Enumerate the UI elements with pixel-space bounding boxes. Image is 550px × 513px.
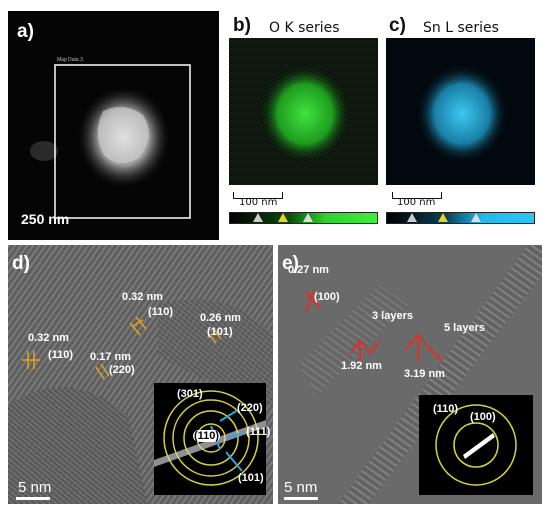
panel-c-colorbar xyxy=(386,212,535,224)
saed-label: (110) xyxy=(433,403,459,415)
panel-a: a) Map Data 3 250 nm xyxy=(8,11,219,240)
colorbar-marker-icon xyxy=(303,213,313,222)
panel-d-scale: 5 nm xyxy=(18,479,52,496)
plane-label: (110) xyxy=(48,349,74,361)
spacing-label: 0.32 nm xyxy=(28,332,69,344)
saed-label: (220) xyxy=(237,402,263,414)
colorbar-marker-icon xyxy=(253,213,263,222)
spacing-label: 0.26 nm xyxy=(200,312,241,324)
colorbar-marker-icon xyxy=(278,213,288,222)
colorbar-marker-icon xyxy=(438,213,448,222)
panel-d-scalebar xyxy=(16,497,50,500)
map-box-label: Map Data 3 xyxy=(57,57,83,63)
panel-b-map xyxy=(229,38,378,185)
plane-label: (101) xyxy=(207,326,233,338)
panel-e: e) 0.27 nm (100) 3 layers 5 layers 1.92 … xyxy=(278,245,542,504)
haadf-image xyxy=(30,64,191,219)
hrtem-image-e xyxy=(278,245,542,504)
spacing-label: 0.27 nm xyxy=(288,264,329,276)
panel-e-scale: 5 nm xyxy=(284,479,318,496)
spacing-label: 0.17 nm xyxy=(90,351,131,363)
panel-a-scale: 250 nm xyxy=(21,211,70,227)
plane-label: (110) xyxy=(148,306,174,318)
panel-b-scalebar xyxy=(233,192,283,199)
plane-label: (100) xyxy=(314,291,340,303)
panel-d-label: d) xyxy=(12,253,30,274)
tin-map xyxy=(416,64,508,164)
panel-b-title: O K series xyxy=(269,20,340,36)
layers-label: 3 layers xyxy=(372,310,413,322)
colorbar-marker-icon xyxy=(471,213,481,222)
layers-label: 5 layers xyxy=(444,322,485,334)
panel-b-scale: 100 nm xyxy=(239,197,278,208)
panel-e-scalebar xyxy=(284,497,318,500)
panel-c-label: c) xyxy=(389,15,406,36)
panel-c-scale: 100 nm xyxy=(397,197,436,208)
saed-label: (111) xyxy=(246,426,271,438)
hrtem-image-d xyxy=(8,245,273,504)
saed-label: (100) xyxy=(470,411,496,423)
oxygen-map xyxy=(229,38,378,185)
panel-c-scalebar xyxy=(392,192,442,199)
plane-label: (220) xyxy=(109,364,135,376)
colorbar-marker-icon xyxy=(407,213,417,222)
panel-b-label: b) xyxy=(233,15,251,36)
spacing-label: 1.92 nm xyxy=(341,360,382,372)
panel-c-title: Sn L series xyxy=(423,20,499,36)
panel-c-map xyxy=(386,38,535,185)
panel-e-label: e) xyxy=(282,253,299,274)
saed-label: (301) xyxy=(177,388,203,400)
saed-label: (110) xyxy=(193,430,221,442)
panel-d: d) 0.32 nm (110) 0.26 nm (101) 0.32 nm (… xyxy=(8,245,273,504)
spacing-label: 0.32 nm xyxy=(122,291,163,303)
spacing-label: 3.19 nm xyxy=(404,368,445,380)
panel-a-label: a) xyxy=(17,21,34,42)
saed-label: (101) xyxy=(238,472,264,484)
